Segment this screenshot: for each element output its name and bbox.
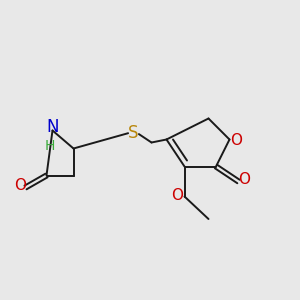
Text: O: O [238,172,250,188]
Text: O: O [171,188,183,202]
Text: S: S [128,124,139,142]
Text: O: O [14,178,26,194]
Text: O: O [230,133,242,148]
Text: N: N [46,118,59,136]
Text: H: H [44,139,55,153]
